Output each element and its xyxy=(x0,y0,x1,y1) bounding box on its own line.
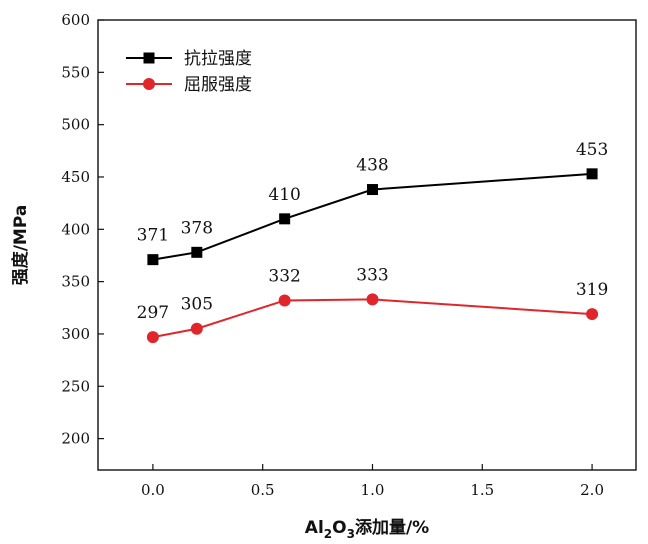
y-axis-title: 强度/MPa xyxy=(10,205,31,286)
data-label: 410 xyxy=(268,185,300,205)
x-tick-label: 0.0 xyxy=(141,481,165,499)
x-axis-title: Al2O3添加量/% xyxy=(305,517,429,541)
data-point xyxy=(191,323,203,335)
y-tick-label: 550 xyxy=(61,63,90,81)
legend-label-yield: 屈服强度 xyxy=(184,75,252,95)
series-layer xyxy=(147,168,598,343)
y-tick-label: 300 xyxy=(61,325,90,343)
data-label: 305 xyxy=(181,295,213,315)
y-tick-label: 400 xyxy=(61,220,90,238)
data-point xyxy=(279,294,291,306)
data-label: 438 xyxy=(356,156,388,176)
legend: 抗拉强度 屈服强度 xyxy=(126,49,252,95)
y-tick-label: 250 xyxy=(61,377,90,395)
data-point xyxy=(191,247,202,258)
x-tick-label: 1.0 xyxy=(361,481,385,499)
y-tick-label: 500 xyxy=(61,116,90,134)
data-point xyxy=(279,213,290,224)
y-tick-label: 450 xyxy=(61,168,90,186)
data-label: 297 xyxy=(137,303,169,323)
data-label: 378 xyxy=(181,218,213,238)
legend-entry-yield: 屈服强度 xyxy=(126,75,252,95)
data-label: 371 xyxy=(137,226,169,246)
data-point xyxy=(587,168,598,179)
plot-frame xyxy=(98,20,636,470)
data-label: 319 xyxy=(576,280,608,300)
data-label: 332 xyxy=(268,266,300,286)
data-point xyxy=(366,293,378,305)
x-tick-label: 1.5 xyxy=(470,481,494,499)
data-point xyxy=(586,308,598,320)
legend-marker-yield xyxy=(143,78,155,90)
legend-label-tensile: 抗拉强度 xyxy=(184,49,252,69)
x-tick-label: 2.0 xyxy=(580,481,604,499)
y-tick-label: 200 xyxy=(61,430,90,448)
x-tick-label: 0.5 xyxy=(251,481,275,499)
data-label: 333 xyxy=(356,265,388,285)
x-axis: 0.0 0.5 1.0 1.5 2.0 xyxy=(141,464,604,499)
data-point xyxy=(147,331,159,343)
data-label: 453 xyxy=(576,140,608,160)
legend-entry-tensile: 抗拉强度 xyxy=(126,49,252,69)
y-tick-label: 350 xyxy=(61,273,90,291)
data-point xyxy=(367,184,378,195)
data-point xyxy=(147,254,158,265)
y-tick-label: 600 xyxy=(61,11,90,29)
legend-marker-tensile xyxy=(144,53,155,64)
